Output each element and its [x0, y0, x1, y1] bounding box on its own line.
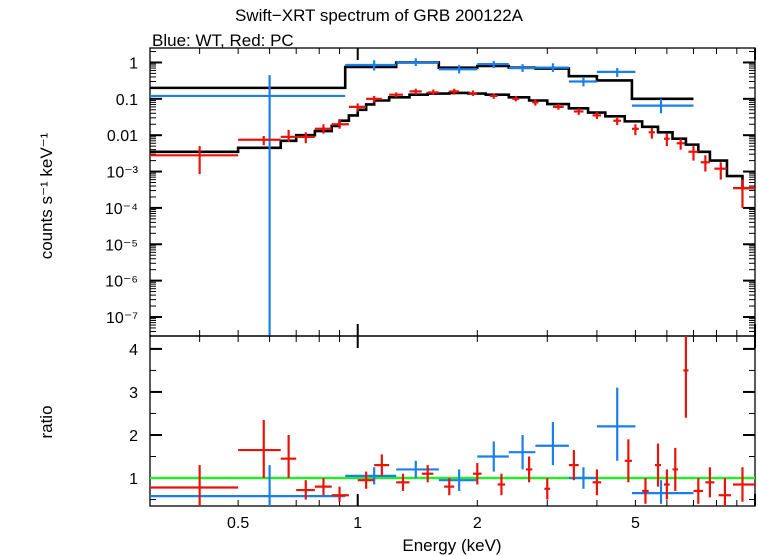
y-axis-title-bottom: ratio — [37, 405, 56, 438]
y-tick-label: 1 — [129, 55, 138, 72]
y-tick-label: 10⁻⁵ — [105, 237, 138, 254]
y-tick-label: 10⁻³ — [106, 165, 138, 182]
model-line — [150, 61, 694, 101]
x-axis-title: Energy (keV) — [402, 536, 501, 555]
x-tick-label: 5 — [631, 515, 640, 532]
y-tick-label: 10⁻⁷ — [106, 310, 138, 327]
y-tick-label: 10⁻⁶ — [105, 274, 138, 291]
x-tick-label: 1 — [353, 515, 362, 532]
spectrum-panel: 1 0.1 0.01 10⁻³ 10⁻⁴ 10⁻⁵ 10⁻⁶ 10⁻⁷ — [105, 47, 756, 337]
chart-title: Swift−XRT spectrum of GRB 200122A — [234, 6, 524, 25]
y-tick-label: 1 — [129, 471, 138, 488]
model-line — [150, 91, 755, 190]
y-tick-label: 2 — [129, 428, 138, 445]
panel-frame-bottom — [149, 335, 756, 507]
x-tick-label: 2 — [473, 515, 482, 532]
ratio-panel: 0.5 1 2 5 1 2 3 4 — [129, 335, 756, 532]
chart-subtitle: Blue: WT, Red: PC — [152, 31, 294, 50]
x-tick-label: 0.5 — [227, 515, 249, 532]
y-tick-label: 4 — [129, 342, 138, 359]
y-tick-label: 0.1 — [116, 92, 138, 109]
y-tick-label: 10⁻⁴ — [105, 201, 138, 218]
y-tick-label: 3 — [129, 385, 138, 402]
y-axis-title-top: counts s⁻¹ keV⁻¹ — [37, 132, 56, 259]
y-tick-label: 0.01 — [107, 128, 138, 145]
